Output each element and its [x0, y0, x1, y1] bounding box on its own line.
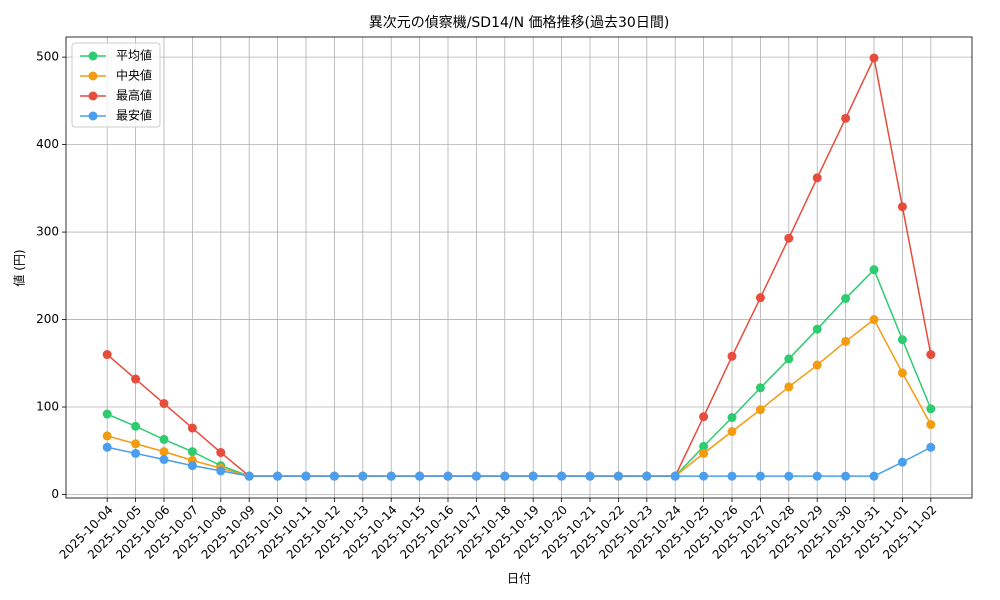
data-point [301, 471, 311, 481]
data-point [699, 412, 709, 422]
data-point [812, 471, 822, 481]
data-point [727, 413, 737, 423]
data-point [159, 434, 169, 444]
data-point [812, 324, 822, 334]
data-point [386, 471, 396, 481]
data-point [471, 471, 481, 481]
data-point [926, 442, 936, 452]
data-point [443, 471, 453, 481]
data-point [528, 471, 538, 481]
x-axis-label: 日付 [507, 572, 531, 586]
plot-frame [65, 36, 973, 499]
data-point [755, 293, 765, 303]
y-tick-label: 200 [36, 312, 59, 326]
y-axis-label: 値 (円) [12, 249, 27, 286]
data-point [613, 471, 623, 481]
data-point [755, 471, 765, 481]
data-point [784, 471, 794, 481]
data-point [869, 265, 879, 275]
data-point [187, 447, 197, 457]
data-point [102, 409, 112, 419]
data-point [841, 471, 851, 481]
data-point [216, 466, 226, 476]
data-point [784, 233, 794, 243]
data-point [727, 471, 737, 481]
data-point [755, 405, 765, 415]
data-point [329, 471, 339, 481]
data-point [755, 383, 765, 393]
data-point [159, 455, 169, 465]
data-point [926, 404, 936, 414]
data-point [585, 471, 595, 481]
data-point [926, 350, 936, 360]
data-point [415, 471, 425, 481]
y-tick-label: 300 [36, 225, 59, 239]
data-point [159, 447, 169, 457]
series-line [107, 446, 932, 477]
data-point [784, 382, 794, 392]
y-tick-label: 0 [51, 487, 59, 501]
data-point [131, 374, 141, 384]
data-point [841, 336, 851, 346]
data-point [244, 471, 254, 481]
data-point [670, 471, 680, 481]
data-point [727, 427, 737, 437]
chart-title: 異次元の偵察機/SD14/N 価格推移(過去30日間) [369, 14, 670, 31]
data-point [812, 173, 822, 183]
legend-label: 最高値 [116, 88, 152, 103]
data-point [131, 448, 141, 458]
legend-marker [88, 71, 98, 81]
data-point [273, 471, 283, 481]
data-point [699, 471, 709, 481]
y-tick-label: 500 [36, 50, 59, 64]
data-point [699, 441, 709, 451]
data-point [869, 471, 879, 481]
data-point [926, 420, 936, 430]
data-point [102, 442, 112, 452]
data-point [699, 448, 709, 458]
data-point [841, 294, 851, 304]
data-point [841, 113, 851, 123]
data-point [159, 399, 169, 409]
legend-marker [88, 91, 98, 101]
legend-box [71, 42, 161, 128]
data-point [187, 461, 197, 471]
data-point [131, 439, 141, 449]
data-point [869, 53, 879, 63]
legend-marker [88, 111, 98, 121]
data-point [642, 471, 652, 481]
legend-marker [88, 51, 98, 61]
data-point [500, 471, 510, 481]
data-point [557, 471, 567, 481]
data-point [102, 431, 112, 441]
data-point [897, 368, 907, 378]
data-point [812, 360, 822, 370]
legend-label: 平均値 [116, 48, 152, 63]
legend-label: 中央値 [116, 68, 152, 83]
data-point [897, 202, 907, 212]
data-point [869, 315, 879, 325]
y-tick-label: 400 [36, 137, 59, 151]
data-point [102, 350, 112, 360]
legend-label: 最安値 [116, 108, 152, 123]
y-tick-label: 100 [36, 400, 59, 414]
data-point [784, 354, 794, 364]
data-point [187, 423, 197, 433]
data-point [358, 471, 368, 481]
data-point [727, 351, 737, 361]
data-point [897, 335, 907, 345]
data-point [131, 421, 141, 431]
data-point [897, 457, 907, 467]
data-point [216, 448, 226, 458]
